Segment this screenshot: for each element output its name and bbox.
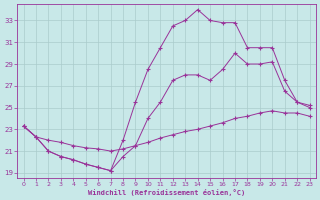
X-axis label: Windchill (Refroidissement éolien,°C): Windchill (Refroidissement éolien,°C) [88, 189, 245, 196]
